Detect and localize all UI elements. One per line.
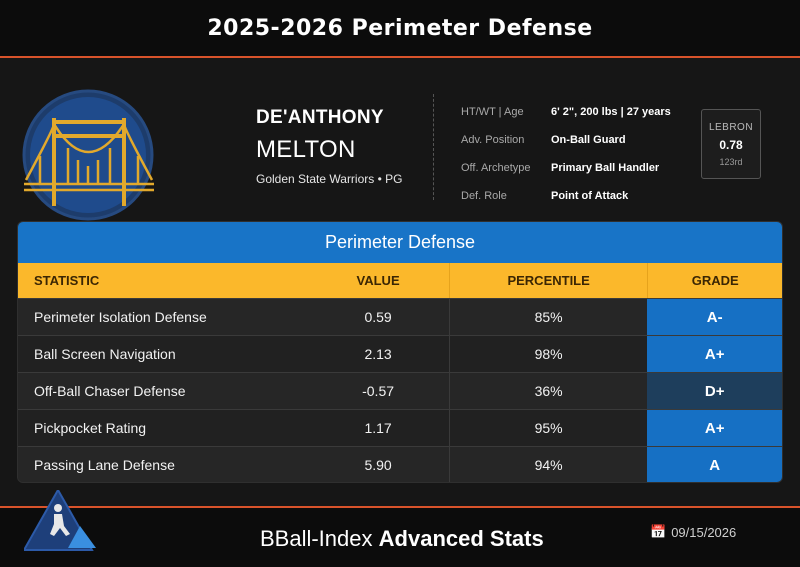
table-row: Ball Screen Navigation 2.13 98% A+ bbox=[18, 335, 782, 372]
row-value: 2.13 bbox=[364, 346, 392, 362]
lebron-rank: 123rd bbox=[719, 157, 743, 167]
info-value: On-Ball Guard bbox=[551, 134, 626, 146]
calendar-icon: 📅 bbox=[650, 524, 667, 539]
player-header: DE'ANTHONY MELTON Golden State Warriors … bbox=[0, 60, 800, 221]
lebron-label: LEBRON bbox=[708, 122, 754, 133]
row-value: -0.57 bbox=[362, 383, 395, 399]
header-divider bbox=[433, 94, 434, 200]
row-grade: A- bbox=[647, 299, 782, 335]
info-value: Point of Attack bbox=[551, 190, 629, 202]
header-percentile: PERCENTILE bbox=[448, 263, 647, 298]
row-statistic: Pickpocket Rating bbox=[34, 420, 147, 436]
player-first-name: DE'ANTHONY bbox=[256, 107, 384, 128]
player-team-position: Golden State Warriors • PG bbox=[256, 172, 403, 186]
row-percentile: 98% bbox=[448, 336, 647, 372]
row-value: 0.59 bbox=[364, 309, 392, 325]
row-percentile: 95% bbox=[448, 410, 647, 446]
info-value: 6' 2", 200 lbs | 27 years bbox=[551, 106, 671, 118]
row-statistic: Perimeter Isolation Defense bbox=[34, 309, 207, 325]
lebron-card: LEBRON 0.78 123rd bbox=[701, 109, 761, 179]
info-row: Off. Archetype Primary Ball Handler bbox=[461, 154, 671, 182]
row-grade: A+ bbox=[647, 336, 782, 372]
stats-table: Perimeter Defense STATISTIC VALUE PERCEN… bbox=[17, 221, 783, 483]
title-bar: 2025-2026 Perimeter Defense bbox=[0, 0, 800, 58]
page-title: 2025-2026 Perimeter Defense bbox=[207, 15, 593, 41]
row-percentile: 85% bbox=[448, 299, 647, 335]
header-statistic: STATISTIC bbox=[34, 273, 100, 288]
info-label: HT/WT | Age bbox=[461, 106, 524, 118]
table-row: Off-Ball Chaser Defense -0.57 36% D+ bbox=[18, 372, 782, 409]
table-row: Pickpocket Rating 1.17 95% A+ bbox=[18, 409, 782, 446]
footer-brand-text: BBall-Index Advanced Stats bbox=[260, 526, 544, 552]
table-row: Passing Lane Defense 5.90 94% A bbox=[18, 446, 782, 482]
header-value: VALUE bbox=[356, 273, 400, 288]
row-value: 5.90 bbox=[364, 457, 392, 473]
footer-suffix: Advanced Stats bbox=[378, 526, 544, 551]
info-label: Off. Archetype bbox=[461, 162, 531, 174]
row-value: 1.17 bbox=[364, 420, 392, 436]
row-percentile: 94% bbox=[448, 447, 647, 482]
info-row: Adv. Position On-Ball Guard bbox=[461, 126, 671, 154]
row-statistic: Passing Lane Defense bbox=[34, 457, 175, 473]
info-label: Def. Role bbox=[461, 190, 507, 202]
row-statistic: Off-Ball Chaser Defense bbox=[34, 383, 186, 399]
table-body: Perimeter Isolation Defense 0.59 85% A- … bbox=[18, 298, 782, 482]
player-last-name: MELTON bbox=[256, 136, 356, 163]
table-title: Perimeter Defense bbox=[18, 222, 782, 263]
row-statistic: Ball Screen Navigation bbox=[34, 346, 176, 362]
table-header: STATISTIC VALUE PERCENTILE GRADE bbox=[18, 263, 782, 298]
footer: BBall-Index Advanced Stats bbox=[0, 506, 800, 567]
row-grade: D+ bbox=[647, 373, 782, 409]
footer-brand: BBall-Index bbox=[260, 526, 373, 551]
player-info: HT/WT | Age 6' 2", 200 lbs | 27 years Ad… bbox=[461, 98, 671, 210]
row-grade: A bbox=[647, 447, 782, 482]
date-stamp: 📅 09/15/2026 bbox=[650, 524, 736, 540]
row-grade: A+ bbox=[647, 410, 782, 446]
bball-index-logo-icon bbox=[24, 490, 96, 551]
info-row: HT/WT | Age 6' 2", 200 lbs | 27 years bbox=[461, 98, 671, 126]
info-label: Adv. Position bbox=[461, 134, 525, 146]
lebron-value: 0.78 bbox=[719, 138, 743, 152]
info-value: Primary Ball Handler bbox=[551, 162, 660, 174]
header-grade: GRADE bbox=[647, 263, 782, 298]
table-row: Perimeter Isolation Defense 0.59 85% A- bbox=[18, 298, 782, 335]
row-percentile: 36% bbox=[448, 373, 647, 409]
date-text: 09/15/2026 bbox=[671, 524, 737, 540]
team-logo-icon bbox=[22, 89, 154, 221]
info-row: Def. Role Point of Attack bbox=[461, 182, 671, 210]
